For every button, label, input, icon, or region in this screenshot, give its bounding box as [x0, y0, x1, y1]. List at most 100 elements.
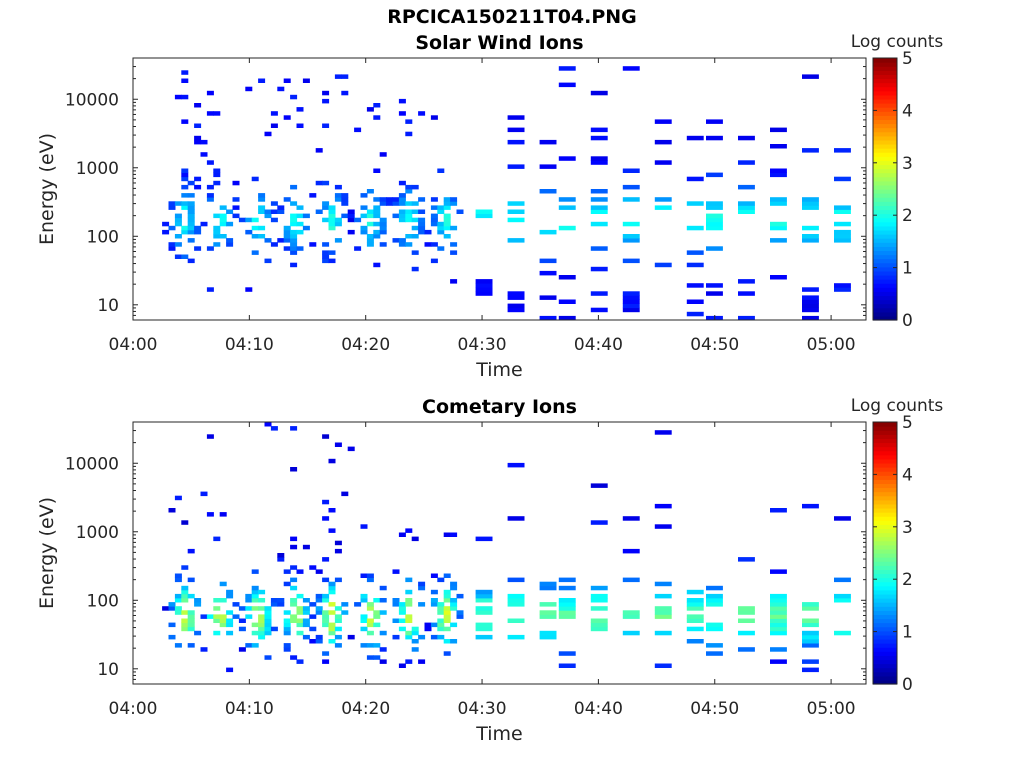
spectrogram-cell: [475, 626, 493, 632]
colorbar-segment: [873, 197, 897, 202]
y-axis-label: Energy (eV): [36, 133, 58, 245]
spectrogram-cell: [558, 610, 576, 615]
spectrogram-cell: [450, 581, 458, 587]
spectrogram-cell: [411, 630, 419, 636]
spectrogram-cell: [738, 160, 755, 165]
spectrogram-cell: [507, 295, 525, 300]
spectrogram-cell: [264, 213, 272, 219]
spectrogram-cell: [475, 622, 493, 628]
spectrogram-cell: [181, 229, 189, 235]
spectrogram-cell: [686, 626, 704, 632]
spectrogram-cell: [443, 651, 451, 656]
spectrogram-cell: [270, 602, 278, 607]
spectrogram-cell: [418, 197, 426, 202]
spectrogram-cell: [770, 610, 787, 615]
spectrogram-cell: [398, 618, 406, 623]
spectrogram-cell: [411, 639, 419, 644]
spectrogram-cell: [450, 532, 458, 537]
spectrogram-cell: [654, 430, 672, 435]
spectrogram-cell: [654, 139, 672, 145]
spectrogram-cell: [392, 201, 400, 206]
spectrogram-cell: [315, 569, 323, 574]
spectrogram-cell: [686, 201, 704, 206]
colorbar-segment: [873, 205, 897, 211]
spectrogram-cell: [328, 639, 336, 644]
spectrogram-cell: [686, 135, 704, 141]
spectrogram-cell: [418, 581, 426, 587]
colorbar-segment: [873, 86, 897, 92]
spectrogram-cell: [258, 634, 266, 640]
spectrogram-cell: [360, 193, 368, 198]
colorbar-segment: [873, 655, 897, 661]
colorbar-segment: [873, 581, 897, 587]
spectrogram-cell: [802, 225, 819, 231]
spectrogram-cell: [379, 630, 387, 636]
spectrogram-cell: [322, 254, 330, 259]
spectrogram-cell: [328, 589, 336, 595]
spectrogram-cell: [174, 495, 182, 501]
spectrogram-cell: [341, 74, 349, 79]
spectrogram-cell: [277, 205, 285, 210]
spectrogram-cell: [558, 197, 576, 202]
spectrogram-cell: [475, 598, 493, 603]
spectrogram-cell: [187, 577, 195, 583]
spectrogram-cell: [475, 279, 493, 284]
spectrogram-cell: [802, 606, 819, 611]
spectrogram-cell: [258, 78, 266, 83]
y-axis-label: Energy (eV): [36, 497, 58, 609]
spectrogram-cell: [334, 193, 342, 198]
spectrogram-cell: [539, 585, 557, 591]
colorbar-segment: [873, 679, 897, 685]
spectrogram-cell: [558, 225, 576, 231]
spectrogram-cell: [181, 565, 189, 570]
x-axis-label: Time: [475, 723, 523, 745]
spectrogram-cell: [181, 193, 189, 198]
spectrogram-cell: [290, 217, 298, 223]
spectrogram-cell: [322, 577, 330, 583]
spectrogram-cell: [770, 618, 787, 623]
spectrogram-cell: [738, 630, 755, 636]
spectrogram-cell: [296, 610, 304, 615]
spectrogram-cell: [334, 442, 342, 447]
plot-area: [133, 58, 866, 320]
spectrogram-cell: [168, 205, 176, 210]
spectrogram-cell: [450, 225, 458, 231]
spectrogram-cell: [424, 622, 432, 628]
colorbar-segment: [873, 426, 897, 431]
spectrogram-cell: [770, 598, 787, 603]
spectrogram-cell: [405, 131, 413, 137]
colorbar-tick-label: 2: [902, 206, 913, 226]
spectrogram-cell: [162, 606, 170, 611]
spectrogram-cell: [802, 639, 819, 644]
spectrogram-cell: [366, 213, 374, 219]
spectrogram-cell: [232, 602, 240, 607]
spectrogram-cell: [354, 127, 362, 133]
spectrogram-cell: [475, 593, 493, 599]
spectrogram-cell: [770, 201, 787, 206]
spectrogram-cell: [174, 242, 182, 247]
spectrogram-cell: [238, 626, 246, 632]
colorbar-segment: [873, 589, 897, 595]
spectrogram-cell: [213, 242, 221, 247]
spectrogram-cell: [622, 610, 640, 615]
spectrogram-cell: [213, 225, 221, 231]
spectrogram-cell: [296, 622, 304, 628]
spectrogram-cell: [328, 213, 336, 219]
spectrogram-cell: [187, 229, 195, 235]
colorbar-segment: [873, 168, 897, 174]
spectrogram-cell: [373, 610, 381, 615]
spectrogram-cell: [706, 622, 723, 628]
spectrogram-cell: [590, 598, 608, 603]
spectrogram-cell: [373, 262, 381, 268]
spectrogram-cell: [770, 602, 787, 607]
colorbar-segment: [873, 536, 897, 542]
spectrogram-cell: [654, 663, 672, 668]
spectrogram-cell: [437, 221, 445, 227]
spectrogram-cell: [162, 221, 170, 227]
colorbar-segment: [873, 659, 897, 665]
spectrogram-cell: [802, 503, 819, 509]
spectrogram-cell: [181, 94, 189, 100]
spectrogram-cell: [507, 115, 525, 120]
colorbar-segment: [873, 143, 897, 149]
spectrogram-cell: [187, 622, 195, 628]
